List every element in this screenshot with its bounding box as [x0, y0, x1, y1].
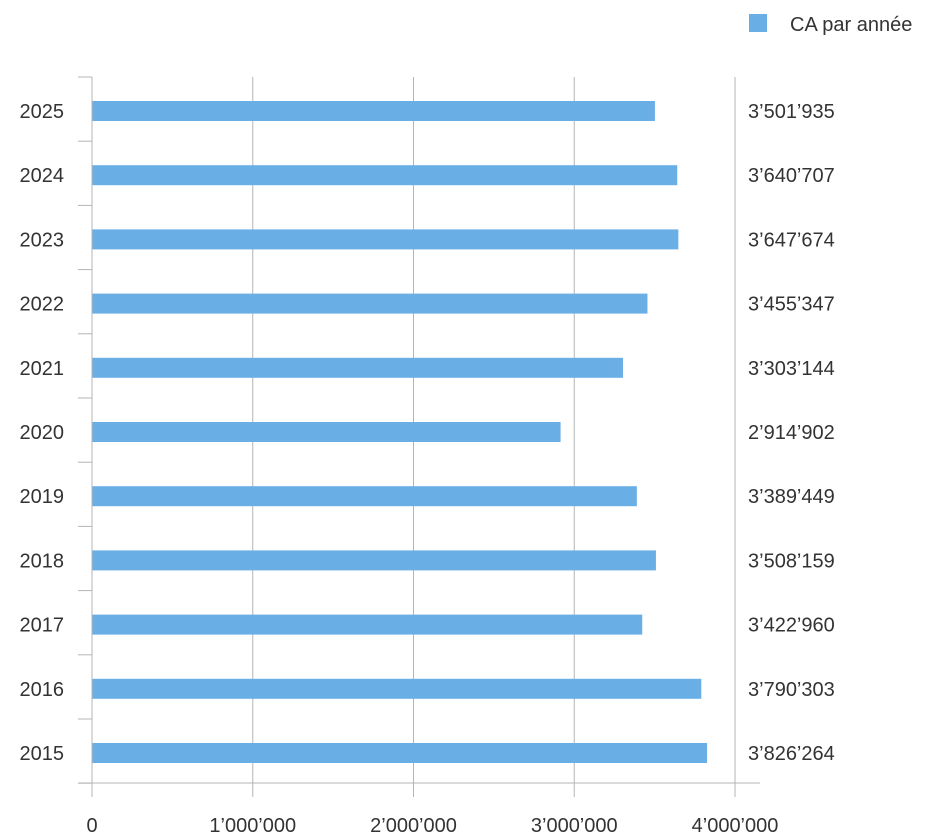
legend-swatch — [749, 14, 767, 32]
y-tick-label: 2018 — [20, 550, 65, 572]
value-label: 2’914’902 — [748, 422, 835, 444]
y-tick-label: 2025 — [20, 101, 65, 123]
axes — [78, 76, 760, 784]
bar — [92, 550, 656, 571]
bar — [92, 486, 637, 507]
y-tick-label: 2016 — [20, 679, 65, 701]
legend: CA par année — [749, 14, 912, 36]
y-tick-label: 2021 — [20, 358, 65, 380]
bar — [92, 229, 679, 250]
value-label: 3’422’960 — [748, 615, 835, 637]
legend-label: CA par année — [790, 14, 912, 36]
bar — [92, 743, 708, 763]
x-tick-label: 4’000’000 — [692, 815, 779, 837]
bar — [92, 422, 561, 442]
value-label: 3’647’674 — [748, 229, 835, 251]
y-tick-label: 2017 — [20, 615, 65, 637]
y-tick-label: 2015 — [20, 743, 65, 765]
bar — [92, 614, 643, 635]
value-label: 3’501’935 — [748, 101, 835, 123]
x-tick-label: 3’000’000 — [531, 815, 618, 837]
value-label: 3’303’144 — [748, 358, 835, 380]
value-label: 3’790’303 — [748, 679, 835, 701]
bar — [92, 165, 678, 186]
bar — [92, 678, 702, 699]
value-label: 3’508’159 — [748, 550, 835, 572]
y-tick-label: 2024 — [20, 165, 65, 187]
value-label: 3’455’347 — [748, 294, 835, 316]
value-label: 3’640’707 — [748, 165, 835, 187]
bar — [92, 357, 623, 378]
bars — [92, 101, 708, 763]
x-tick-label: 0 — [86, 815, 97, 837]
y-tick-label: 2020 — [20, 422, 65, 444]
x-tick-label: 2’000’000 — [370, 815, 457, 837]
bar — [92, 293, 648, 314]
y-tick-label: 2019 — [20, 486, 65, 508]
x-tick-label: 1’000’000 — [209, 815, 296, 837]
y-tick-label: 2022 — [20, 294, 65, 316]
bar — [92, 101, 655, 121]
value-label: 3’389’449 — [748, 486, 835, 508]
value-label: 3’826’264 — [748, 743, 835, 765]
labels: 0 1’000’000 2’000’000 3’000’000 4’000’000 202… — [20, 101, 835, 837]
y-tick-label: 2023 — [20, 229, 65, 251]
